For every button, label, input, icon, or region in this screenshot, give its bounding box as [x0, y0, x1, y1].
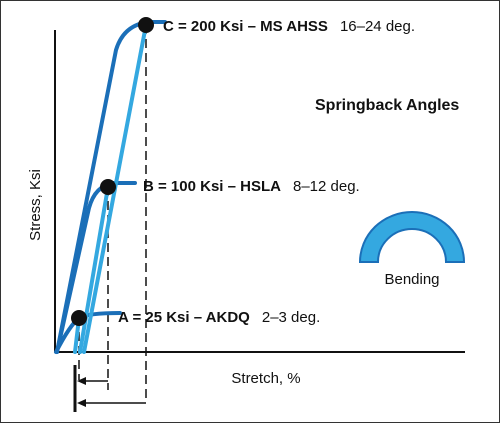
point-a-marker [71, 310, 87, 326]
arrowhead-b [77, 377, 86, 385]
point-b-marker [100, 179, 116, 195]
arrowhead-c [77, 399, 86, 407]
point-a-springback: 2–3 deg. [262, 309, 320, 326]
bending-label: Bending [384, 271, 439, 288]
x-axis-label: Stretch, % [231, 370, 300, 387]
point-a-name: A = 25 Ksi – AKDQ [118, 309, 250, 326]
bending-arc-icon [358, 211, 466, 263]
point-b-label: B = 100 Ksi – HSLA 8–12 deg. [143, 178, 360, 195]
point-c-springback: 16–24 deg. [340, 18, 415, 35]
point-c-marker [138, 17, 154, 33]
point-a-label: A = 25 Ksi – AKDQ 2–3 deg. [118, 309, 320, 326]
chart-title: Springback Angles [315, 97, 459, 114]
unload-line-b [78, 185, 110, 354]
point-b-name: B = 100 Ksi – HSLA [143, 178, 281, 195]
point-b-springback: 8–12 deg. [293, 178, 360, 195]
point-c-label: C = 200 Ksi – MS AHSS 16–24 deg. [163, 18, 415, 35]
point-c-name: C = 200 Ksi – MS AHSS [163, 18, 328, 35]
y-axis-label: Stress, Ksi [27, 169, 44, 241]
